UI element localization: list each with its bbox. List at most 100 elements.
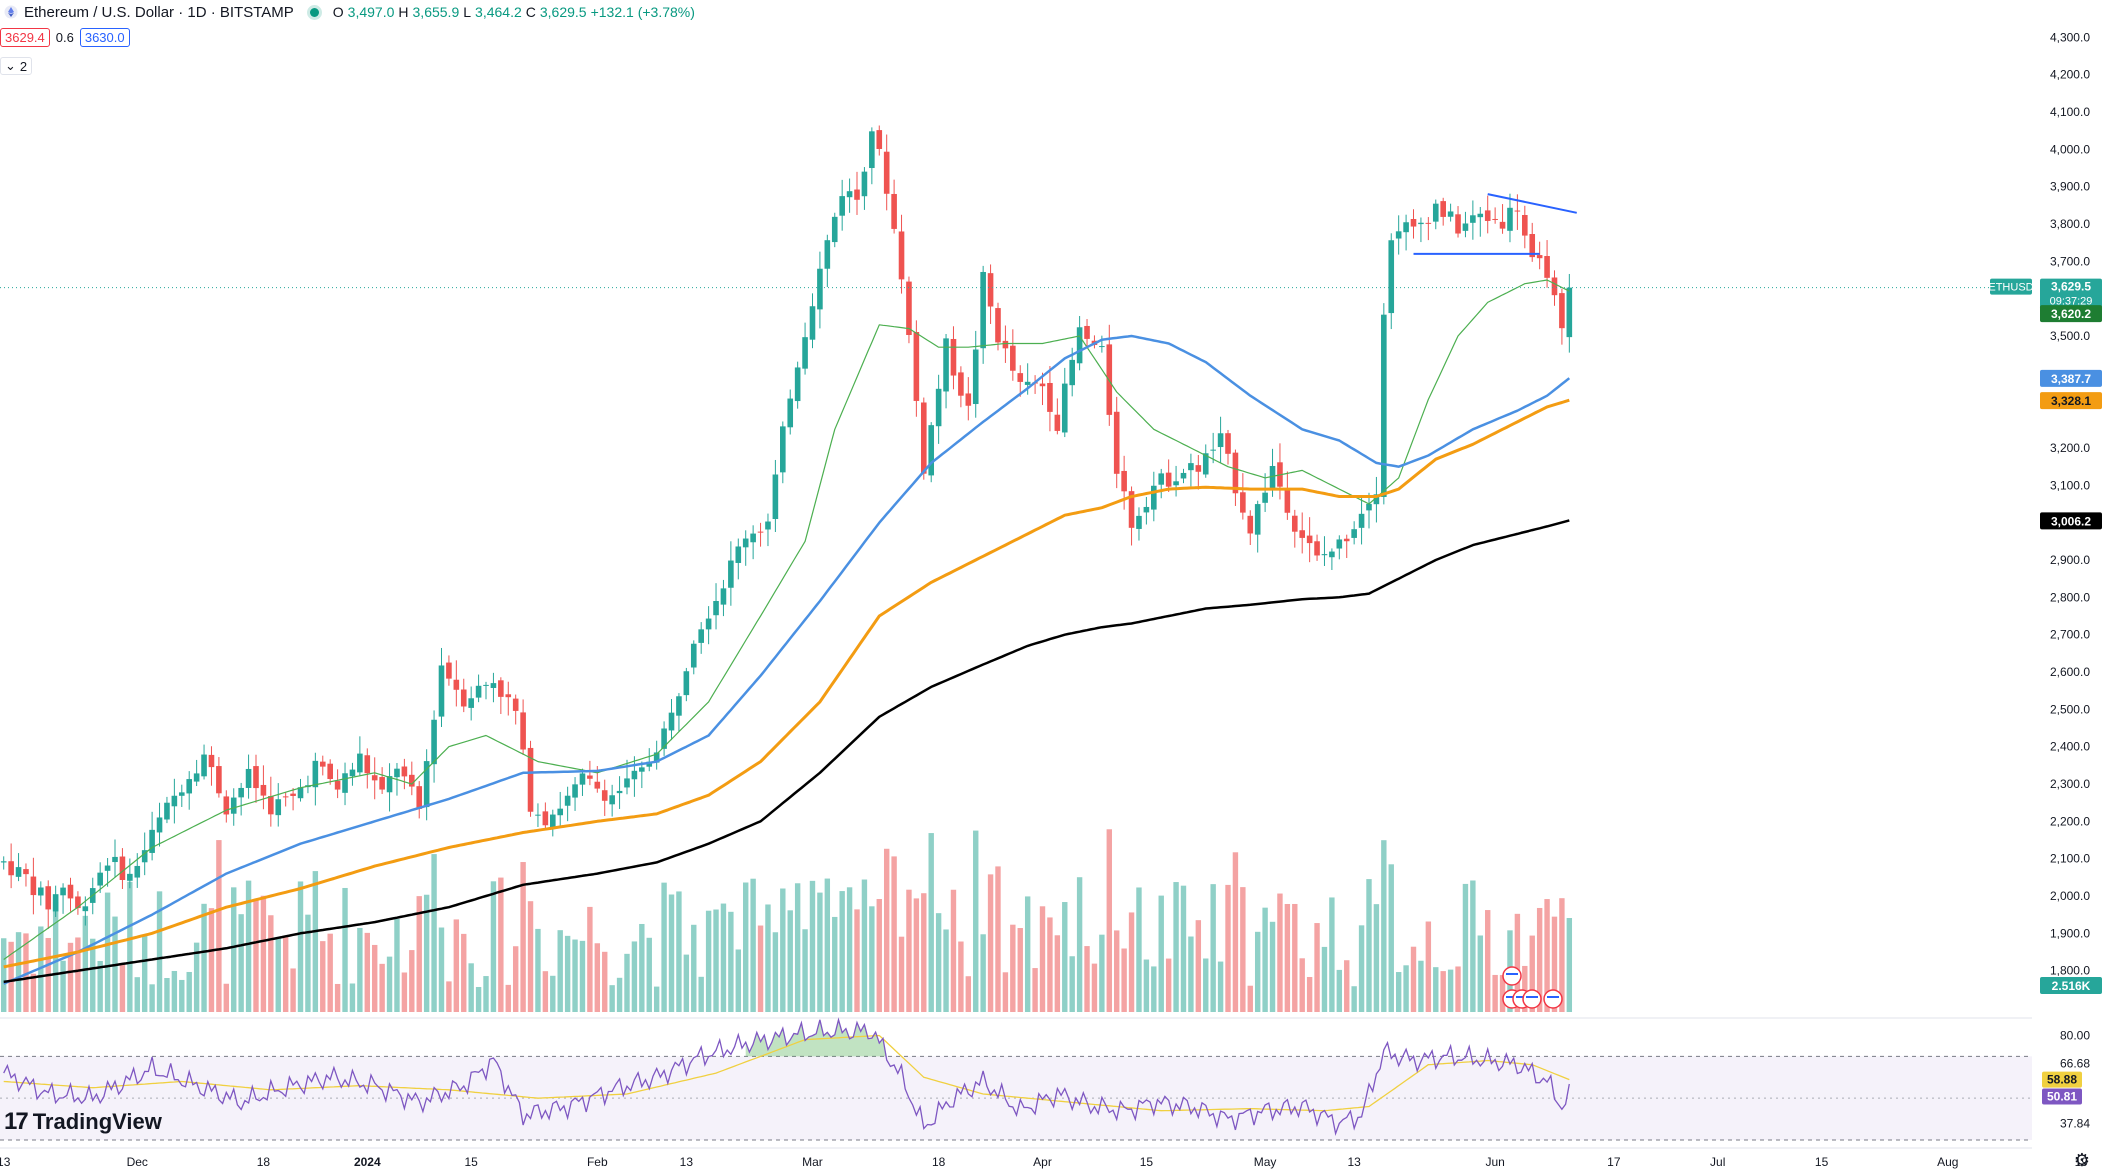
candle-body — [861, 171, 868, 197]
volume-bar — [327, 933, 333, 1012]
candle-body — [1381, 314, 1387, 497]
candle-body — [171, 795, 178, 807]
volume-bar — [691, 924, 697, 1012]
volume-bar — [1017, 928, 1023, 1012]
y-tick-label: 1,900.0 — [2050, 926, 2090, 940]
y-tick-label: 3,800.0 — [2050, 217, 2090, 231]
candle-body — [1529, 234, 1536, 258]
rsi-value-tag — [2042, 1071, 2082, 1088]
volume-bar — [253, 900, 259, 1012]
candle-body — [653, 752, 660, 763]
candle-body — [1403, 222, 1409, 233]
candle-body — [364, 755, 371, 774]
dividend-event-icon — [1502, 966, 1522, 986]
candle-body — [104, 865, 111, 871]
volume-bar — [935, 913, 942, 1012]
volume-bar — [1440, 971, 1446, 1012]
volume-bar — [1462, 883, 1469, 1012]
volume-bar — [1395, 972, 1402, 1012]
candle-body — [208, 754, 215, 768]
volume-bar — [965, 976, 972, 1012]
candle-body — [520, 712, 526, 750]
candle-body — [839, 196, 845, 216]
candle-body — [1492, 218, 1498, 220]
candle-body — [1484, 210, 1491, 221]
volume-bar — [1529, 935, 1535, 1012]
candle-body — [1329, 551, 1335, 558]
volume-bar — [1336, 969, 1343, 1012]
candle-body — [1559, 293, 1565, 329]
candle-body — [349, 769, 356, 777]
sma200-tag — [2040, 512, 2102, 530]
volume-bar — [1232, 852, 1239, 1012]
y-tick-label: 2,600.0 — [2050, 665, 2090, 679]
candle-body — [631, 770, 638, 780]
volume-bar — [705, 910, 712, 1012]
volume-bar — [1173, 882, 1179, 1012]
candle-body — [260, 784, 267, 796]
candle-body — [943, 338, 949, 392]
candle-body — [772, 474, 779, 520]
x-tick-label: Mar — [802, 1155, 823, 1169]
indicators-toggle[interactable]: ⌄ 2 — [0, 57, 33, 75]
candle-body — [535, 814, 541, 816]
volume-bar — [735, 949, 741, 1012]
volume-bar — [1217, 961, 1224, 1012]
volume-bar — [1425, 921, 1432, 1012]
volume-bar — [8, 941, 14, 1012]
volume-bar — [794, 883, 801, 1012]
candle-body — [275, 799, 282, 816]
volume-bar — [275, 938, 281, 1012]
volume-bar — [535, 928, 541, 1012]
volume-bar — [156, 891, 163, 1012]
candle-body — [1455, 214, 1461, 234]
candle-body — [230, 797, 237, 814]
volume-bar — [520, 862, 526, 1012]
volume-bar — [475, 986, 482, 1012]
x-tick-label: 18 — [932, 1155, 946, 1169]
candle-body — [297, 787, 304, 799]
sma100-line — [3, 398, 1570, 969]
rsi-tick-label: 37.84 — [2060, 1117, 2090, 1131]
symbol-tag — [1990, 278, 2032, 295]
candle-body — [164, 802, 170, 820]
candle-body — [906, 281, 912, 335]
ask-button[interactable]: 3630.0 — [79, 28, 130, 47]
volume-bar — [1165, 958, 1172, 1012]
candle-body — [23, 869, 29, 875]
candle-body — [579, 773, 586, 785]
volume-bar — [876, 899, 882, 1012]
volume-bar — [1062, 902, 1068, 1012]
open-value: 3,497.0 — [347, 4, 395, 20]
volume-bar — [609, 985, 615, 1012]
y-tick-label: 2,500.0 — [2050, 702, 2090, 716]
candle-body — [238, 787, 244, 798]
y-tick-label: 1,800.0 — [2050, 964, 2090, 978]
candle-body — [483, 684, 489, 686]
volume-bar — [1329, 897, 1335, 1012]
tradingview-logo[interactable]: 17 TradingView — [4, 1108, 162, 1136]
volume-bar — [364, 932, 370, 1012]
candle-body — [735, 546, 742, 563]
volume-bar — [750, 878, 756, 1012]
volume-bar — [869, 906, 875, 1012]
volume-bar — [260, 895, 267, 1012]
volume-bar — [1536, 907, 1543, 1012]
settings-gear-icon[interactable]: ⚙ — [2073, 1150, 2090, 1170]
candle-body — [468, 698, 474, 708]
volume-bar — [171, 970, 178, 1012]
candle-body — [119, 856, 126, 880]
candle-body — [876, 130, 883, 149]
volume-bar — [1306, 976, 1313, 1012]
symbol-title[interactable]: Ethereum / U.S. Dollar · 1D · BITSTAMP — [24, 3, 294, 21]
volume-bar — [891, 856, 897, 1012]
volume-tag — [2040, 977, 2102, 994]
bid-button[interactable]: 3629.4 — [0, 28, 50, 47]
volume-bar — [1344, 960, 1350, 1012]
price-axis — [2032, 0, 2102, 1176]
candle-body — [134, 865, 141, 878]
volume-bar — [238, 914, 244, 1012]
volume-bar — [127, 881, 133, 1012]
candle-body — [1440, 201, 1446, 217]
